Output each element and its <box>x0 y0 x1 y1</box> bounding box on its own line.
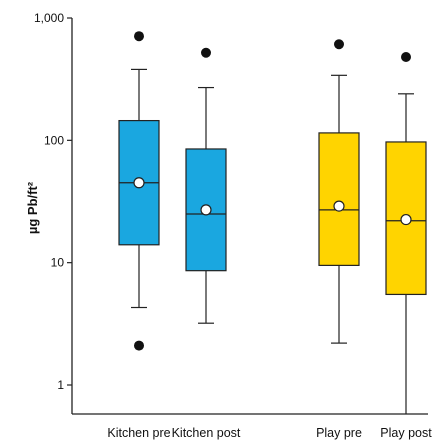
box-kitchen-post <box>185 47 227 324</box>
box-kitchen-pre <box>118 31 160 351</box>
mean-marker <box>333 200 345 212</box>
category-label: Kitchen post <box>172 426 241 440</box>
box-iqr <box>318 132 360 266</box>
y-axis-label: µg Pb/ft² <box>25 181 40 234</box>
mean-marker <box>133 177 145 189</box>
y-tick-label: 10 <box>51 256 65 270</box>
outlier-point <box>334 39 344 50</box>
category-labels: Kitchen pre Kitchen post Play pre Play post <box>107 426 432 440</box>
y-ticks: 1,000 100 10 1 <box>34 11 72 392</box>
outlier-point <box>201 47 211 58</box>
y-tick-label: 1,000 <box>34 11 64 25</box>
outlier-point <box>134 340 144 351</box>
axes <box>71 18 428 415</box>
category-label: Play pre <box>316 426 362 440</box>
outlier-point <box>401 51 411 62</box>
y-tick-label: 1 <box>57 378 64 392</box>
boxes <box>118 31 427 414</box>
box-play-post <box>385 51 427 414</box>
mean-marker <box>200 204 212 216</box>
mean-marker <box>400 213 412 226</box>
box-play-pre <box>318 39 360 344</box>
y-tick-label: 100 <box>44 133 64 147</box>
category-label: Kitchen pre <box>107 426 170 440</box>
category-label: Play post <box>380 426 432 440</box>
outlier-point <box>134 31 144 42</box>
